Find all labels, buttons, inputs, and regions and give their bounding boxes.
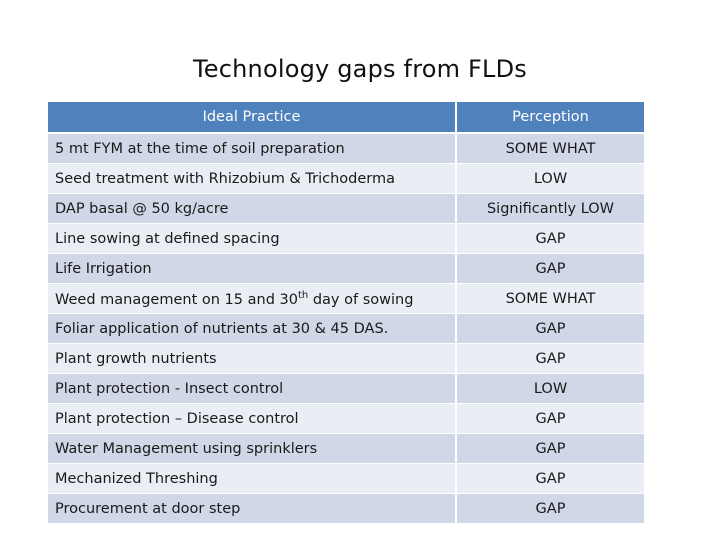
practice-cell: Plant growth nutrients bbox=[48, 343, 457, 374]
page-title: Technology gaps from FLDs bbox=[192, 55, 527, 83]
perception-cell: Significantly LOW bbox=[456, 193, 644, 224]
perception-cell: GAP bbox=[456, 223, 644, 254]
practice-text: Weed management on 15 and 30 bbox=[55, 291, 298, 308]
perception-cell: GAP bbox=[456, 463, 644, 494]
table-row: Plant protection - Insect control LOW bbox=[48, 373, 644, 404]
table-row: Water Management using sprinklers GAP bbox=[48, 433, 644, 464]
table-row: Weed management on 15 and 30th day of so… bbox=[48, 283, 644, 314]
table-row: Plant growth nutrients GAP bbox=[48, 343, 644, 374]
table-row: Mechanized Threshing GAP bbox=[48, 463, 644, 494]
table-row: Procurement at door step GAP bbox=[48, 493, 644, 524]
practice-cell: Water Management using sprinklers bbox=[48, 433, 457, 464]
technology-gaps-table: Ideal Practice Perception 5 mt FYM at th… bbox=[48, 102, 644, 524]
table-row: Life Irrigation GAP bbox=[48, 253, 644, 284]
perception-cell: GAP bbox=[456, 403, 644, 434]
practice-cell: Weed management on 15 and 30th day of so… bbox=[48, 283, 457, 314]
perception-cell: LOW bbox=[456, 373, 644, 404]
practice-cell: Plant protection - Insect control bbox=[48, 373, 457, 404]
practice-cell: Procurement at door step bbox=[48, 493, 457, 524]
practice-cell: Life Irrigation bbox=[48, 253, 457, 284]
header-ideal-practice: Ideal Practice bbox=[48, 102, 457, 134]
practice-cell: Foliar application of nutrients at 30 & … bbox=[48, 313, 457, 344]
table-row: Line sowing at defined spacing GAP bbox=[48, 223, 644, 254]
table-row: 5 mt FYM at the time of soil preparation… bbox=[48, 133, 644, 164]
table-row: DAP basal @ 50 kg/acre Significantly LOW bbox=[48, 193, 644, 224]
practice-cell: 5 mt FYM at the time of soil preparation bbox=[48, 133, 457, 164]
practice-cell: Plant protection – Disease control bbox=[48, 403, 457, 434]
perception-cell: GAP bbox=[456, 493, 644, 524]
table-row: Seed treatment with Rhizobium & Trichode… bbox=[48, 163, 644, 194]
perception-cell: GAP bbox=[456, 253, 644, 284]
practice-text: day of sowing bbox=[308, 291, 414, 308]
perception-cell: SOME WHAT bbox=[456, 133, 644, 164]
practice-cell: DAP basal @ 50 kg/acre bbox=[48, 193, 457, 224]
perception-cell: SOME WHAT bbox=[456, 283, 644, 314]
ordinal-superscript: th bbox=[297, 289, 309, 301]
practice-cell: Seed treatment with Rhizobium & Trichode… bbox=[48, 163, 457, 194]
practice-cell: Mechanized Threshing bbox=[48, 463, 457, 494]
header-perception: Perception bbox=[456, 102, 644, 134]
perception-cell: GAP bbox=[456, 343, 644, 374]
table-header-row: Ideal Practice Perception bbox=[48, 102, 644, 134]
perception-cell: GAP bbox=[456, 433, 644, 464]
perception-cell: GAP bbox=[456, 313, 644, 344]
perception-cell: LOW bbox=[456, 163, 644, 194]
table-row: Plant protection – Disease control GAP bbox=[48, 403, 644, 434]
table-row: Foliar application of nutrients at 30 & … bbox=[48, 313, 644, 344]
practice-cell: Line sowing at defined spacing bbox=[48, 223, 457, 254]
